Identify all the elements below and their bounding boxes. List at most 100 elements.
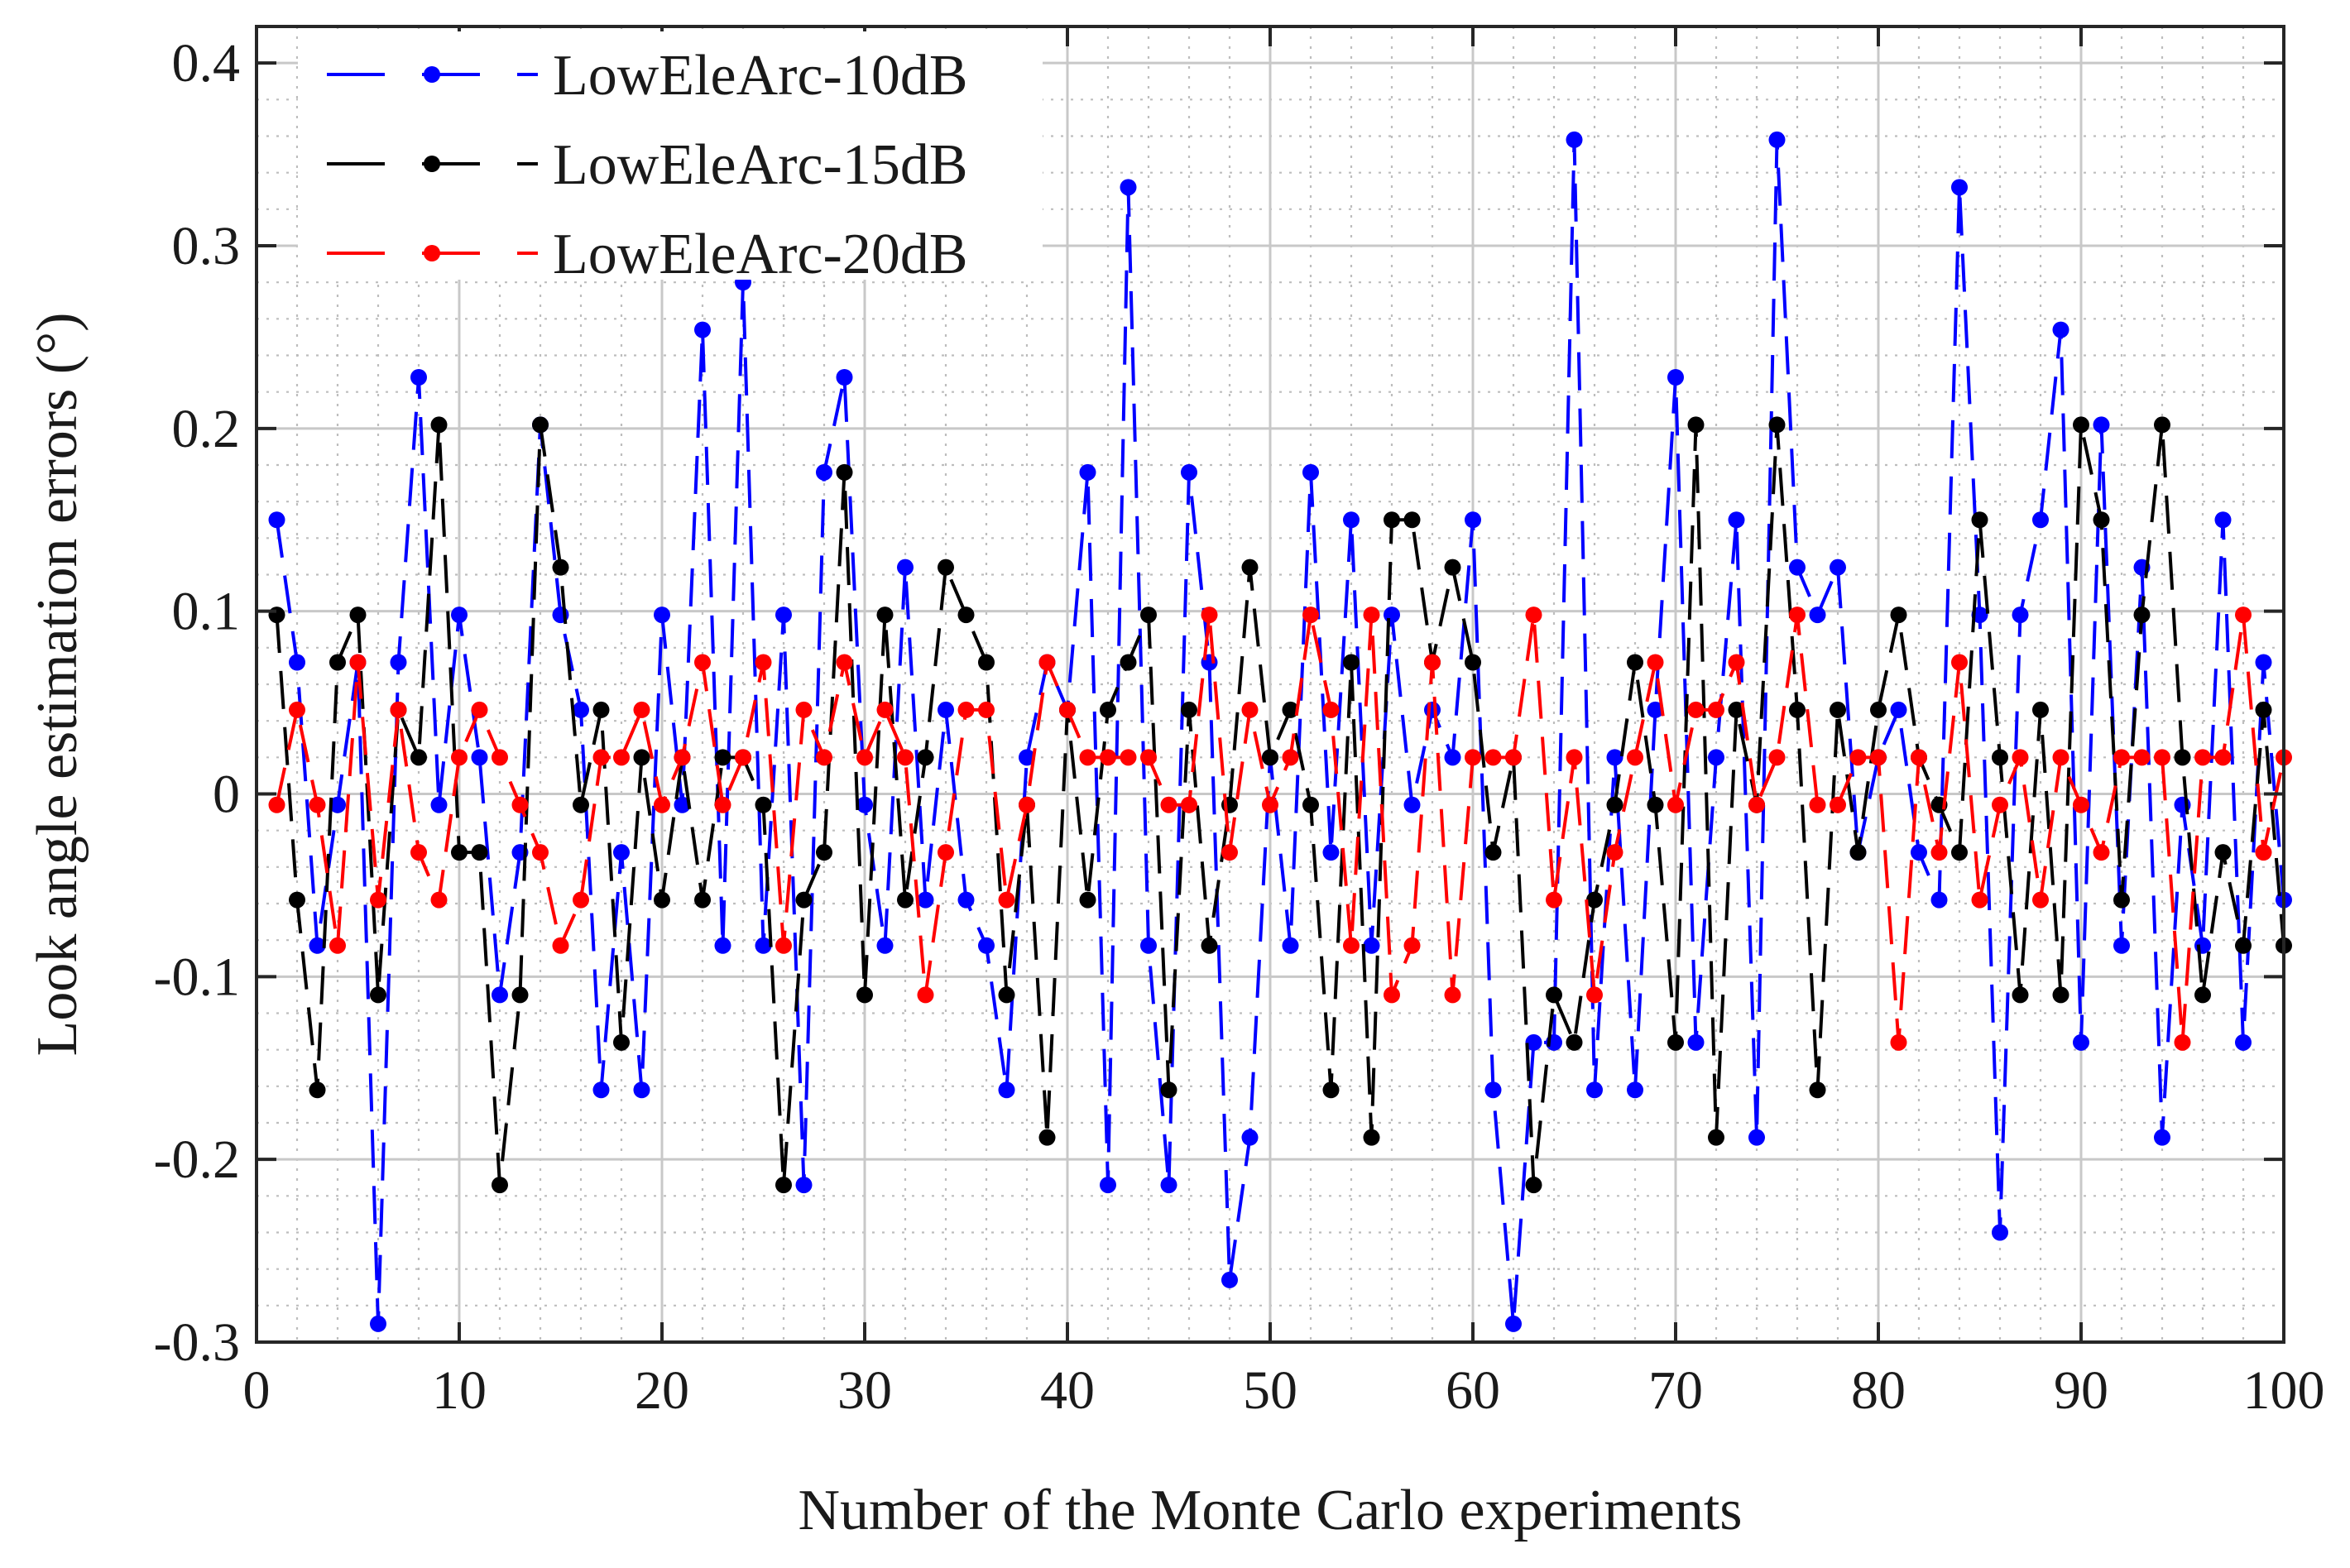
legend-item: LowEleArc-15dB <box>327 133 968 197</box>
data-point <box>613 844 630 861</box>
data-point <box>1809 796 1826 813</box>
data-point <box>755 937 772 954</box>
data-point <box>978 937 995 954</box>
data-point <box>573 701 589 718</box>
data-point <box>430 416 448 434</box>
data-point <box>2214 749 2232 766</box>
data-point <box>998 891 1015 909</box>
data-point <box>1181 463 1197 481</box>
data-point <box>268 796 285 813</box>
y-tick-label: -0.3 <box>154 1312 240 1373</box>
data-point <box>1100 749 1116 766</box>
data-point <box>917 749 934 766</box>
data-point <box>410 369 427 386</box>
data-point <box>957 607 975 624</box>
x-tick-label: 60 <box>1446 1360 1500 1421</box>
data-point <box>2012 986 2029 1004</box>
data-point <box>1505 749 1522 766</box>
data-point <box>856 986 873 1004</box>
data-point <box>1971 511 1988 529</box>
data-point <box>1100 1177 1116 1194</box>
data-point <box>1160 1081 1177 1099</box>
data-point <box>856 749 873 766</box>
data-point <box>289 654 305 671</box>
data-point <box>1038 654 1056 671</box>
series-line <box>275 137 2285 1326</box>
data-point <box>978 701 995 718</box>
data-point <box>1302 796 1319 813</box>
data-point <box>451 844 468 861</box>
data-point <box>1708 1129 1724 1146</box>
data-point <box>349 607 367 624</box>
data-point <box>1525 607 1542 624</box>
data-point <box>451 749 468 766</box>
data-point <box>1930 844 1948 861</box>
data-point <box>2073 1033 2089 1051</box>
data-point <box>1870 749 1887 766</box>
data-point <box>1424 654 1441 671</box>
data-point <box>1262 796 1278 813</box>
data-point <box>1465 654 1481 671</box>
data-point <box>1667 796 1684 813</box>
data-point <box>2093 844 2110 861</box>
data-point <box>1160 1177 1177 1194</box>
data-point <box>856 796 873 813</box>
data-point <box>552 937 569 954</box>
data-point <box>1687 1033 1705 1051</box>
data-point <box>836 463 853 481</box>
x-tick-label: 10 <box>432 1360 487 1421</box>
data-point <box>2073 796 2089 813</box>
data-point <box>735 749 751 766</box>
data-point <box>289 891 305 909</box>
x-axis-label: Number of the Monte Carlo experiments <box>798 1479 1742 1542</box>
data-point <box>1343 654 1360 671</box>
data-point <box>714 749 731 766</box>
legend-marker <box>424 156 440 172</box>
data-point <box>430 796 448 813</box>
data-point <box>1241 701 1259 718</box>
data-point <box>1566 749 1583 766</box>
data-point <box>1890 701 1907 718</box>
data-point <box>390 701 407 718</box>
data-point <box>390 654 407 671</box>
data-point <box>2012 749 2029 766</box>
x-axis-tick-labels: 0 10 20 30 40 50 60 70 80 90 100 <box>243 1360 2325 1421</box>
data-point <box>2154 1129 2170 1146</box>
data-point <box>410 844 427 861</box>
data-point <box>1384 511 1400 529</box>
data-point <box>1809 1081 1826 1099</box>
data-point <box>1384 986 1400 1004</box>
data-point <box>1606 844 1623 861</box>
data-point <box>1444 749 1461 766</box>
data-point <box>795 701 813 718</box>
data-point <box>1038 1129 1056 1146</box>
data-point <box>471 701 488 718</box>
data-point <box>1627 1081 1643 1099</box>
data-point <box>633 701 650 718</box>
data-point <box>1181 796 1197 813</box>
data-point <box>309 937 326 954</box>
data-point <box>674 749 691 766</box>
data-point <box>1930 891 1948 909</box>
data-point <box>1282 701 1299 718</box>
y-tick-label: 0.4 <box>172 33 241 94</box>
data-point <box>1384 607 1400 624</box>
data-point <box>1566 131 1583 148</box>
data-point <box>329 937 346 954</box>
legend-marker <box>424 245 440 261</box>
y-tick-label: -0.1 <box>154 947 240 1007</box>
data-point <box>1789 701 1806 718</box>
data-point <box>592 1081 610 1099</box>
data-point <box>1525 1033 1542 1051</box>
data-point <box>309 796 326 813</box>
data-point <box>1363 937 1380 954</box>
data-point <box>1201 607 1218 624</box>
data-point <box>917 891 934 909</box>
data-point <box>917 986 934 1004</box>
data-point <box>1241 1129 1259 1146</box>
data-point <box>471 749 488 766</box>
data-point <box>1768 416 1786 434</box>
y-tick-label: -0.2 <box>154 1129 240 1190</box>
x-tick-label: 0 <box>243 1360 271 1421</box>
data-point <box>329 654 346 671</box>
